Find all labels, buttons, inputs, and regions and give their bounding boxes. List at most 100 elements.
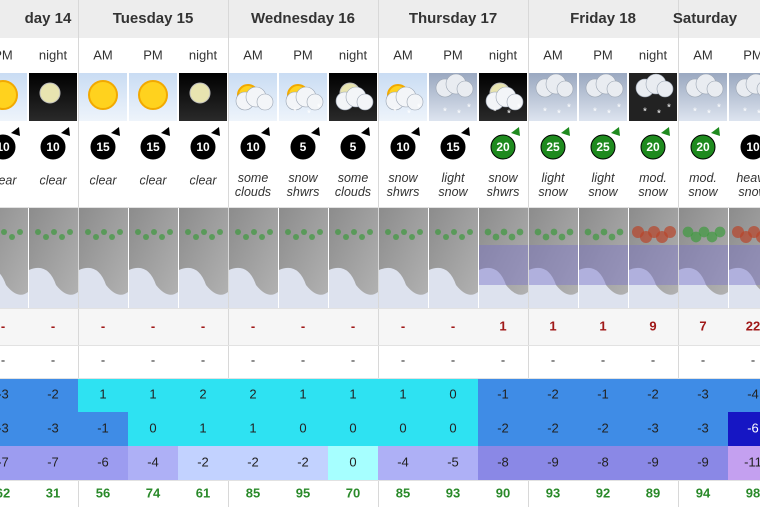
map-sea — [79, 267, 128, 308]
weather-text: light snow — [538, 171, 568, 199]
map-precip — [335, 229, 341, 235]
wind-circle — [740, 134, 760, 160]
temp-cell — [678, 412, 728, 446]
snow-amount: - — [351, 318, 355, 333]
precip-map — [79, 208, 128, 308]
map-precip — [385, 229, 391, 235]
snow-amount: - — [101, 318, 105, 333]
cloud — [706, 80, 724, 98]
temp-chill: -8 — [597, 454, 609, 469]
wind-circle — [440, 134, 466, 160]
map-precip — [151, 229, 157, 235]
temp-cell — [378, 446, 428, 480]
map-precip — [359, 234, 365, 240]
wind-arrow — [311, 127, 320, 136]
weather-text: some clouds — [335, 171, 371, 199]
snowflake: * — [543, 107, 547, 118]
map-precip — [1, 229, 7, 235]
weather-text: mod. snow — [688, 171, 718, 199]
temp-cell — [728, 446, 760, 480]
snowflake: * — [657, 109, 661, 120]
precip-map — [379, 208, 428, 308]
wind-circle — [640, 134, 666, 160]
temp-cell — [128, 412, 178, 446]
period-label: AM — [693, 47, 713, 62]
snow-amount: 22 — [746, 318, 760, 333]
map-precip — [682, 226, 694, 238]
day-name: Friday 18 — [570, 10, 636, 27]
precip-map — [679, 208, 728, 308]
map-precip — [343, 234, 349, 240]
period-label: AM — [393, 47, 413, 62]
map-precip — [484, 228, 492, 236]
snowflake: * — [643, 107, 647, 118]
temp-cell — [428, 378, 478, 412]
temp-min: -2 — [547, 420, 559, 435]
temp-min: -3 — [647, 420, 659, 435]
temp-cell — [578, 378, 628, 412]
map-cloud — [529, 245, 578, 285]
cloud — [756, 82, 760, 96]
wind-circle — [590, 134, 616, 160]
map-sea — [329, 267, 378, 308]
period-label: night — [189, 47, 218, 62]
snowflake: * — [317, 103, 321, 114]
humidity: 61 — [196, 485, 210, 500]
snow-amount: 1 — [599, 318, 606, 333]
weather-icon: * * * — [679, 73, 727, 121]
wind-circle — [690, 134, 716, 160]
temp-cell — [0, 412, 28, 446]
snowflake: * — [493, 107, 497, 118]
temp-chill: -8 — [497, 454, 509, 469]
temp-max: 1 — [349, 386, 356, 401]
map-sea — [279, 267, 328, 308]
rain-amount: - — [551, 352, 555, 367]
wind-circle — [190, 134, 216, 160]
temp-max: -4 — [747, 386, 759, 401]
cloud — [656, 80, 674, 98]
snow-amount: - — [201, 318, 205, 333]
temp-cell — [728, 412, 760, 446]
rain-amount: - — [101, 352, 105, 367]
map-precip — [714, 226, 726, 238]
temp-cell — [528, 412, 578, 446]
period-label: AM — [243, 47, 263, 62]
temp-chill: -9 — [547, 454, 559, 469]
wind-circle — [90, 134, 116, 160]
weather-icon: * * * — [629, 73, 677, 121]
temp-chill: -11 — [744, 454, 760, 469]
temp-chill: -2 — [297, 454, 309, 469]
temp-cell — [278, 446, 328, 480]
temp-chill: -4 — [147, 454, 159, 469]
snow-amount: - — [51, 318, 55, 333]
map-sea — [0, 273, 28, 308]
wind-circle — [240, 134, 266, 160]
period-label: AM — [543, 47, 563, 62]
map-precip — [285, 229, 291, 235]
temp-cell — [0, 378, 28, 412]
temp-chill: -6 — [97, 454, 109, 469]
snowflake: * — [567, 103, 571, 114]
wind-arrow — [11, 127, 20, 136]
sun — [0, 80, 18, 110]
rain-amount: - — [701, 352, 705, 367]
temp-cell — [328, 378, 378, 412]
map-precip — [185, 229, 191, 235]
map-sea — [29, 267, 78, 308]
precip-map — [629, 208, 678, 308]
precip-map — [329, 208, 378, 308]
humidity: 90 — [496, 485, 510, 500]
humidity: 70 — [346, 485, 360, 500]
temp-max: -1 — [497, 386, 509, 401]
humidity: 93 — [446, 485, 460, 500]
map-precip — [584, 228, 592, 236]
rain-amount: - — [751, 352, 755, 367]
map-precip — [467, 229, 473, 235]
temp-cell — [178, 378, 228, 412]
map-sea — [379, 267, 428, 308]
wind-arrow — [161, 127, 170, 136]
cloud — [356, 93, 374, 111]
snowflake: * — [517, 103, 521, 114]
cloud — [556, 80, 574, 98]
wind-circle — [540, 134, 566, 160]
